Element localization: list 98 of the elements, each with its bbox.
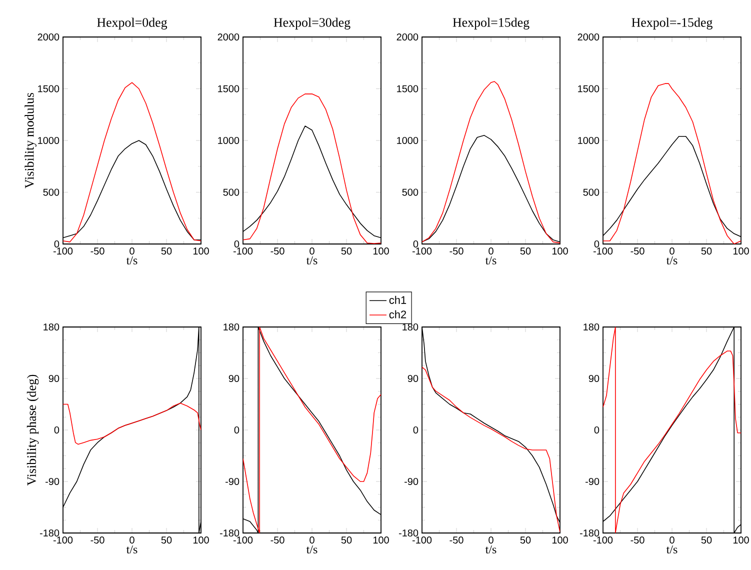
y-tick-label: 500 [43, 188, 60, 196]
x-tick-label: 100 [552, 536, 568, 544]
y-tick-label: 0 [594, 426, 600, 434]
x-tick-label: 0 [488, 248, 494, 255]
y-tick-label: 500 [223, 188, 240, 196]
y-tick-label: -180 [398, 529, 418, 537]
x-tick-label: 50 [161, 248, 172, 255]
y-axis-title: Visibility modulus [24, 92, 36, 188]
chart-title: Hexpol=30deg [274, 18, 350, 30]
x-tick-label: 100 [552, 248, 568, 255]
x-tick-label: 50 [701, 536, 712, 544]
x-tick-label: 0 [310, 536, 314, 544]
y-tick-label: 180 [402, 323, 418, 331]
x-tick-label: 50 [520, 248, 531, 255]
x-axis-title: t/s [126, 545, 138, 554]
chart-title: Hexpol=15deg [452, 18, 530, 30]
legend-label: ch1 [389, 296, 406, 304]
x-tick-label: 50 [341, 536, 352, 544]
x-tick-label: -100 [412, 248, 432, 255]
y-axis-title: Visibility phase (deg) [26, 374, 39, 486]
x-tick-label: 0 [310, 248, 314, 255]
y-tick-label: 0 [413, 240, 418, 248]
y-tick-label: 1000 [578, 136, 600, 144]
y-tick-label: 1500 [218, 85, 240, 92]
y-tick-label: 180 [584, 323, 600, 331]
y-tick-label: 0 [54, 426, 60, 434]
x-tick-label: 100 [193, 248, 209, 255]
x-tick-label: 0 [488, 536, 494, 544]
x-tick-label: -100 [412, 536, 432, 544]
y-tick-label: 1500 [578, 85, 600, 92]
y-tick-label: 1500 [38, 85, 60, 92]
x-axis-title: t/s [485, 256, 496, 264]
line-series [603, 83, 742, 244]
y-tick-label: 1000 [397, 136, 418, 144]
y-tick-label: 0 [54, 240, 60, 248]
x-tick-label: 50 [520, 536, 531, 544]
x-tick-label: 0 [670, 248, 674, 255]
x-tick-label: 100 [373, 248, 389, 255]
x-tick-label: -100 [233, 536, 253, 544]
y-tick-label: 500 [402, 188, 418, 196]
y-tick-label: 90 [588, 374, 600, 382]
x-tick-label: 50 [161, 536, 172, 544]
x-tick-label: 50 [341, 248, 352, 255]
x-axis-title: t/s [306, 256, 318, 264]
y-tick-label: -180 [220, 529, 240, 537]
y-tick-label: 2000 [218, 33, 240, 41]
y-tick-label: 2000 [396, 33, 418, 41]
x-tick-label: 0 [130, 248, 134, 255]
y-tick-label: 1500 [397, 85, 418, 92]
x-tick-label: -50 [450, 248, 464, 255]
x-tick-label: -50 [630, 248, 644, 255]
x-tick-label: 100 [193, 536, 209, 544]
x-tick-label: 100 [733, 536, 749, 544]
y-tick-label: 180 [44, 323, 60, 331]
x-tick-label: -50 [270, 248, 284, 255]
y-tick-label: 1000 [38, 136, 60, 144]
x-tick-label: -100 [233, 248, 253, 255]
y-tick-label: 90 [228, 374, 240, 382]
y-tick-label: -90 [226, 478, 240, 486]
line-series [243, 94, 382, 244]
chart-title: Hexpol=-15deg [632, 18, 712, 30]
x-axis-title: t/s [666, 256, 678, 264]
y-tick-label: -180 [580, 529, 600, 537]
y-tick-label: -90 [404, 478, 418, 486]
y-tick-label: 0 [413, 426, 418, 434]
y-tick-label: -180 [40, 529, 60, 537]
y-tick-label: 180 [224, 323, 240, 331]
y-tick-label: 90 [48, 374, 60, 382]
x-tick-label: -100 [593, 248, 613, 255]
x-tick-label: 50 [701, 248, 712, 255]
y-tick-label: 2000 [38, 33, 60, 41]
x-tick-label: -50 [270, 536, 284, 544]
x-axis-title: t/s [666, 545, 678, 554]
y-tick-label: 0 [234, 426, 240, 434]
y-tick-label: 500 [583, 188, 600, 196]
y-tick-label: 1000 [218, 136, 240, 144]
x-axis-title: t/s [126, 256, 138, 264]
y-tick-label: 0 [234, 240, 240, 248]
x-tick-label: 0 [130, 536, 134, 544]
x-tick-label: -100 [593, 536, 613, 544]
x-tick-label: -50 [450, 536, 464, 544]
x-tick-label: 100 [733, 248, 749, 255]
y-tick-label: 90 [408, 374, 418, 382]
x-tick-label: -50 [90, 248, 104, 255]
chart-title: Hexpol=0deg [97, 18, 168, 30]
x-axis-title: t/s [306, 545, 318, 554]
y-tick-label: -90 [586, 478, 600, 486]
legend-label: ch2 [389, 310, 406, 318]
y-tick-label: 0 [594, 240, 600, 248]
x-tick-label: 100 [373, 536, 389, 544]
x-tick-label: -100 [53, 536, 73, 544]
x-tick-label: -50 [630, 536, 644, 544]
x-tick-label: -50 [90, 536, 104, 544]
y-tick-label: -90 [46, 478, 60, 486]
y-tick-label: 2000 [578, 33, 600, 41]
x-axis-title: t/s [485, 545, 496, 554]
x-tick-label: -100 [53, 248, 73, 255]
x-tick-label: 0 [670, 536, 674, 544]
